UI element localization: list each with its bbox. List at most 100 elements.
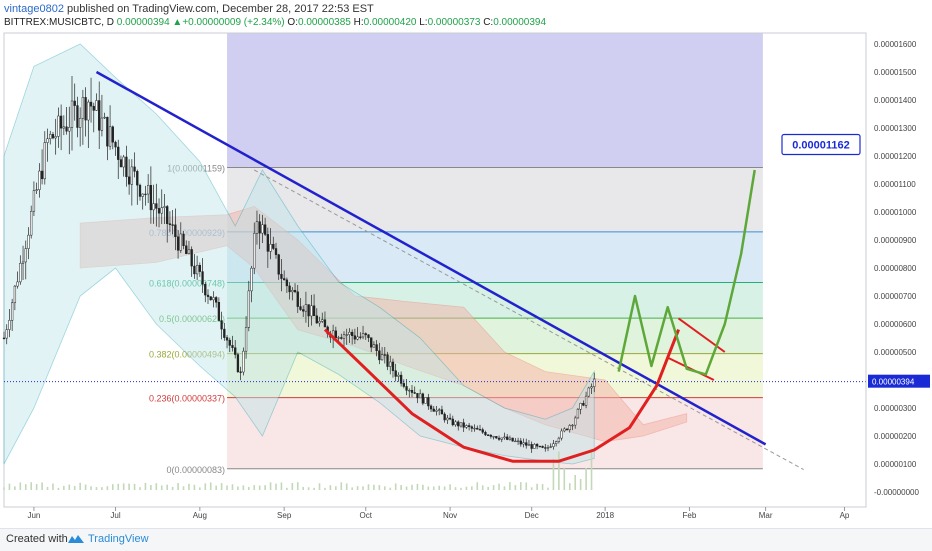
- candle-body: [247, 290, 250, 328]
- candle-body: [277, 254, 280, 275]
- candle-body: [228, 339, 231, 346]
- volume-bar: [57, 487, 60, 490]
- volume-bar: [291, 483, 294, 490]
- candle-body: [174, 224, 177, 237]
- candle-body: [342, 334, 346, 339]
- candle-body: [171, 224, 174, 226]
- candle-body: [291, 290, 294, 293]
- candle-body: [225, 337, 229, 341]
- candle-body: [73, 100, 76, 106]
- candle-body: [590, 386, 593, 389]
- candle-body: [527, 444, 531, 446]
- volume-bar: [324, 487, 326, 490]
- volume-bar: [471, 486, 473, 490]
- candle-body: [89, 101, 93, 107]
- volume-bar: [367, 484, 370, 490]
- volume-bar: [449, 484, 451, 490]
- volume-bar: [394, 483, 397, 490]
- ohlc-legend: BITTREX:MUSICBTC, D 0.00000394 ▲+0.00000…: [4, 17, 546, 28]
- candle-body: [62, 126, 65, 129]
- candle-body: [147, 185, 150, 195]
- candle-body: [538, 445, 541, 448]
- candle-body: [21, 261, 25, 264]
- candle-body: [555, 441, 558, 444]
- candle-body: [386, 354, 389, 367]
- candle-body: [24, 248, 27, 263]
- candle-body: [579, 403, 582, 410]
- candle-body: [470, 426, 473, 429]
- volume-bar: [14, 486, 16, 490]
- tradingview-brand-link[interactable]: TradingView: [88, 533, 149, 545]
- volume-bar: [547, 487, 549, 490]
- x-tick-label: Dec: [525, 511, 539, 520]
- candle-body: [296, 291, 299, 307]
- y-tick-label: 0.00001000: [874, 208, 917, 217]
- candle-body: [92, 105, 95, 111]
- bollinger-bands: [3, 43, 595, 465]
- candle-body: [451, 418, 454, 426]
- volume-bar: [122, 483, 125, 490]
- symbol-label: BITTREX:MUSICBTC, D: [4, 17, 115, 28]
- volume-bar: [329, 485, 332, 490]
- volume-bar: [209, 482, 212, 490]
- volume-bar: [46, 486, 49, 490]
- price-chart[interactable]: 1(0.00001159)0.786(0.00000929)0.618(0.00…: [0, 0, 932, 528]
- volume-bar: [541, 483, 544, 490]
- volume-bar: [340, 482, 343, 490]
- candle-body: [416, 393, 419, 399]
- volume-bar: [530, 487, 533, 490]
- candle-body: [419, 393, 422, 399]
- volume-bar: [454, 487, 457, 490]
- candle-body: [100, 117, 104, 131]
- volume-bar: [248, 486, 250, 490]
- volume-bar: [269, 482, 272, 490]
- volume-bar: [41, 482, 43, 490]
- volume-bar: [313, 487, 315, 490]
- candle-body: [557, 437, 561, 442]
- volume-bar: [35, 483, 38, 490]
- candle-body: [57, 115, 60, 137]
- volume-bar: [204, 483, 207, 490]
- volume-bar: [188, 483, 190, 490]
- volume-bar: [373, 484, 375, 490]
- volume-bar: [106, 486, 109, 490]
- candle-body: [198, 264, 201, 272]
- x-tick-label: Sep: [277, 511, 292, 520]
- candle-body: [136, 171, 139, 186]
- candle-body: [370, 337, 373, 348]
- x-tick-label: Jul: [110, 511, 120, 520]
- candle-body: [283, 278, 286, 281]
- candle-body: [348, 331, 351, 335]
- footer-bar: Created with TradingView: [0, 528, 932, 551]
- candle-body: [467, 425, 471, 427]
- candle-body: [269, 244, 272, 252]
- candle-body: [582, 403, 585, 406]
- candle-body: [70, 100, 74, 128]
- author-link[interactable]: vintage0802: [4, 3, 64, 15]
- volume-bar: [264, 485, 266, 490]
- volume-bar: [231, 484, 234, 490]
- fib-label: 0.618(0.00000748): [149, 279, 225, 289]
- volume-bar: [286, 487, 288, 490]
- x-tick-label: Mar: [759, 511, 773, 520]
- candle-body: [59, 115, 63, 129]
- volume-bar: [280, 482, 283, 490]
- candle-body: [13, 285, 17, 304]
- volume-bar: [389, 487, 392, 490]
- candle-body: [487, 434, 490, 436]
- fib-label: 0(0.00000083): [166, 465, 225, 475]
- volume-bar: [139, 487, 141, 490]
- y-tick-label: 0.00000100: [874, 460, 917, 469]
- candle-body: [356, 336, 359, 340]
- volume-bar: [568, 483, 571, 490]
- volume-bar: [177, 482, 179, 490]
- volume-bar: [79, 482, 81, 490]
- candle-body: [307, 304, 310, 317]
- volume-bar: [150, 484, 152, 490]
- y-tick-label: 0.00000700: [874, 292, 917, 301]
- candle-body: [204, 284, 207, 296]
- candle-body: [443, 413, 446, 421]
- volume-bar: [384, 486, 386, 490]
- candle-body: [103, 116, 106, 119]
- candle-body: [593, 378, 596, 387]
